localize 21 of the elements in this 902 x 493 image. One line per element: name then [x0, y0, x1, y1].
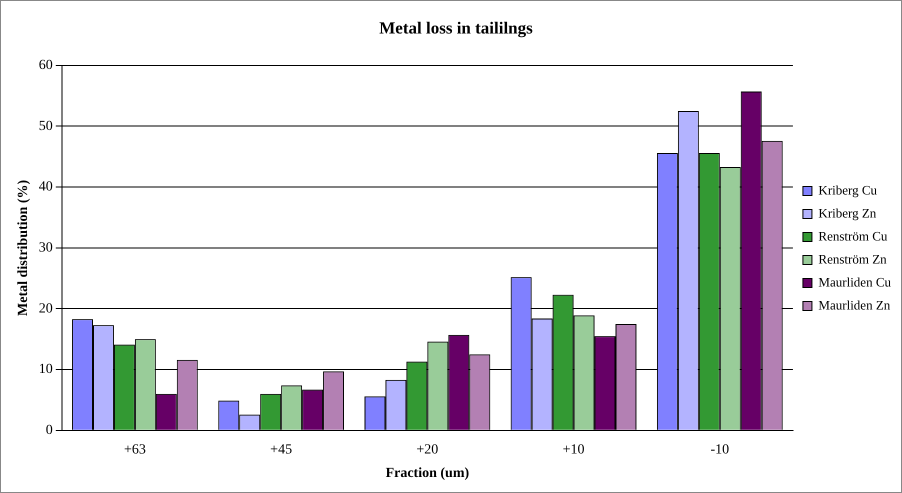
y-tick-label: 40	[38, 180, 53, 195]
chart-title: Metal loss in taililngs	[379, 18, 534, 38]
x-axis-title: Fraction (um)	[386, 466, 470, 482]
x-tick-label: +45	[270, 442, 292, 458]
y-tick-label: 0	[46, 423, 53, 438]
legend-label: Renström Zn	[818, 251, 888, 266]
x-tick-label: +10	[562, 442, 585, 458]
x-tick-label: -10	[710, 442, 730, 458]
x-tick-label: +20	[416, 442, 438, 458]
y-tick-label: 50	[38, 118, 53, 134]
legend-label: Maurliden Zn	[818, 297, 891, 312]
y-tick-label: 60	[38, 58, 53, 74]
legend-label: Renström Cu	[818, 228, 888, 244]
legend-label: Kriberg Zn	[818, 205, 877, 220]
x-tick-label: +63	[124, 442, 146, 458]
legend-label: Kriberg Cu	[818, 182, 878, 198]
y-axis-title: Metal distribution (%)	[16, 180, 32, 316]
legend-label: Maurliden Cu	[818, 274, 892, 290]
y-tick-label: 30	[38, 240, 53, 256]
y-tick-label: 20	[38, 301, 53, 316]
y-tick-label: 10	[38, 362, 53, 378]
